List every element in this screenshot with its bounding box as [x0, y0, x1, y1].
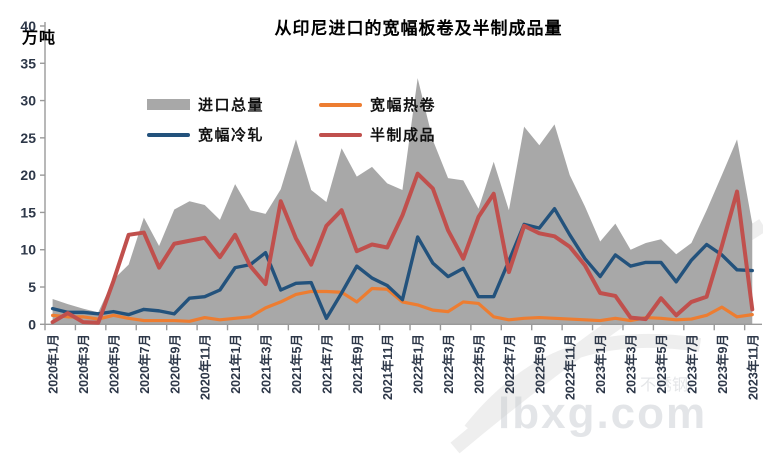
- x-tick-label: 2021年5月: [289, 334, 304, 394]
- x-tick-label: 2022年3月: [441, 334, 456, 394]
- legend-item-cold-rolled: 宽幅冷轧: [147, 124, 319, 145]
- y-tick-label: 10: [20, 242, 36, 258]
- legend-label-semi-finished: 半制成品: [370, 127, 437, 144]
- x-tick-label: 2020年1月: [46, 334, 61, 394]
- x-tick-label: 2022年5月: [471, 334, 486, 394]
- x-tick-label: 2023年11月: [745, 334, 760, 400]
- series-line-cold-rolled: [50, 207, 754, 321]
- y-tick-label: 25: [20, 130, 36, 146]
- y-tick-label: 5: [28, 279, 36, 295]
- legend: 进口总量 宽幅热卷 宽幅冷轧 半制成品: [147, 94, 436, 145]
- y-tick-label: 15: [20, 204, 36, 220]
- x-tick-label: 2023年9月: [715, 334, 730, 394]
- x-tick-label: 2023年5月: [654, 334, 669, 394]
- x-tick-label: 2021年1月: [228, 334, 243, 394]
- x-tick-label: 2022年1月: [411, 334, 426, 394]
- y-tick-label: 35: [20, 55, 36, 71]
- total-area-swatch: [147, 99, 190, 110]
- x-tick-label: 2022年9月: [532, 334, 547, 394]
- y-tick-label: 40: [20, 18, 36, 34]
- x-tick-label: 2020年11月: [198, 334, 213, 400]
- legend-label-hot-rolled: 宽幅热卷: [370, 97, 437, 114]
- x-tick-label: 2020年7月: [137, 334, 152, 394]
- x-tick-label: 2020年3月: [76, 334, 91, 394]
- legend-item-semi-finished: 半制成品: [319, 124, 436, 145]
- x-tick-label: 2023年3月: [624, 334, 639, 394]
- watermark-sub-text: 不锈钢: [640, 376, 688, 394]
- x-tick-label: 2021年7月: [319, 334, 334, 394]
- legend-item-total: 进口总量: [147, 94, 319, 115]
- x-tick-label: 2021年9月: [350, 334, 365, 394]
- legend-item-hot-rolled: 宽幅热卷: [319, 94, 436, 115]
- x-tick-label: 2022年7月: [502, 334, 517, 394]
- hot-rolled-line-swatch: [319, 102, 362, 107]
- x-tick-label: 2020年5月: [106, 334, 121, 394]
- y-tick-label: 20: [20, 167, 36, 183]
- chart-title: 从印尼进口的宽幅板卷及半制成品量: [274, 19, 563, 38]
- x-tick-label: 2021年3月: [259, 334, 274, 394]
- y-tick-label: 30: [20, 93, 36, 109]
- x-tick-label: 2023年7月: [684, 334, 699, 394]
- cold-rolled-line-swatch: [147, 132, 190, 137]
- y-axis-unit-label: 万吨: [22, 30, 57, 47]
- series-line-semi-finished: [50, 171, 755, 325]
- y-tick-label: 0: [28, 316, 36, 332]
- series-total-area: [52, 78, 753, 325]
- x-tick-label: 2021年11月: [380, 334, 395, 400]
- watermark-text: lbxg.com: [498, 389, 707, 438]
- legend-label-cold-rolled: 宽幅冷轧: [198, 127, 265, 144]
- legend-label-total: 进口总量: [198, 97, 265, 114]
- x-tick-label: 2023年1月: [593, 334, 608, 394]
- x-tick-label: 2020年9月: [167, 334, 182, 394]
- semi-finished-line-swatch: [319, 132, 362, 137]
- x-tick-label: 2022年11月: [563, 334, 578, 400]
